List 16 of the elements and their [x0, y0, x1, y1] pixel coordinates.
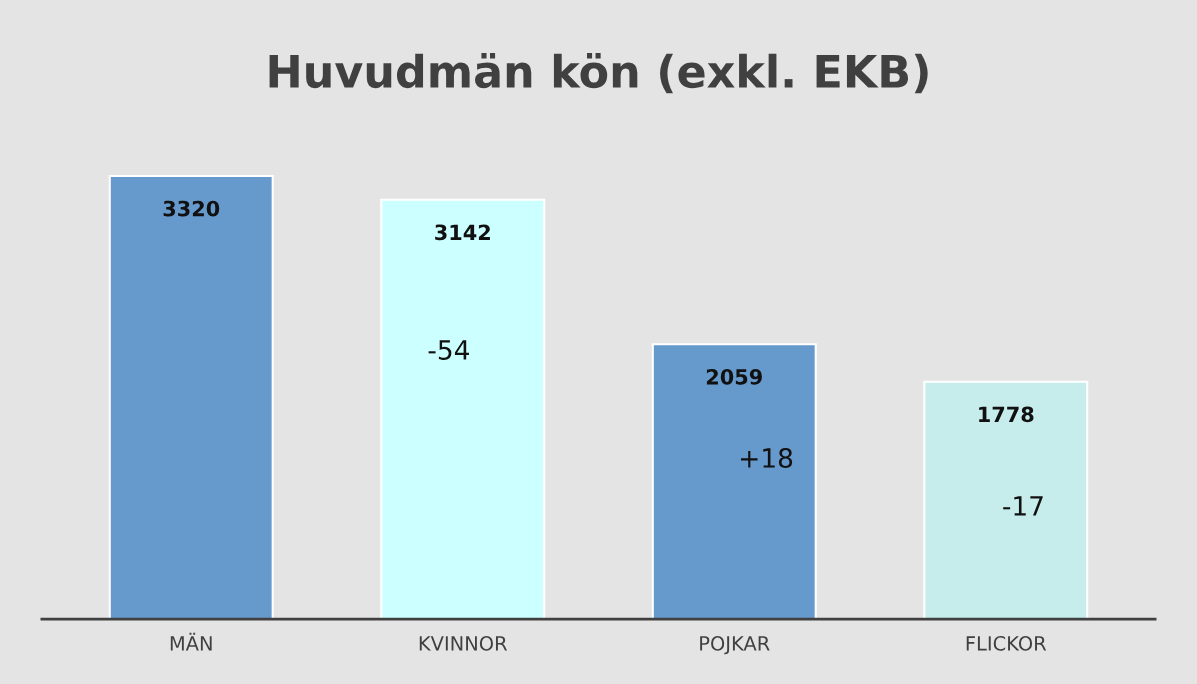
data-label: 1778 — [979, 406, 1034, 423]
data-label: 3320 — [163, 200, 220, 217]
annotation: +18 — [741, 448, 793, 468]
x-tick-label: KVINNOR — [419, 636, 508, 651]
data-label: 2059 — [706, 368, 762, 385]
annotation: -17 — [1003, 496, 1043, 516]
x-tick-label: POJKAR — [700, 636, 770, 655]
bar — [923, 380, 1089, 620]
bar — [108, 175, 274, 620]
bar — [651, 343, 817, 620]
chart-title: Huvudmän kön (exkl. EKB) — [269, 53, 928, 94]
data-label: 3142 — [435, 224, 490, 241]
x-tick-label: MÄN — [170, 632, 212, 651]
annotation: -54 — [428, 340, 469, 360]
bar — [380, 198, 546, 620]
x-tick-label: FLICKOR — [966, 636, 1047, 651]
